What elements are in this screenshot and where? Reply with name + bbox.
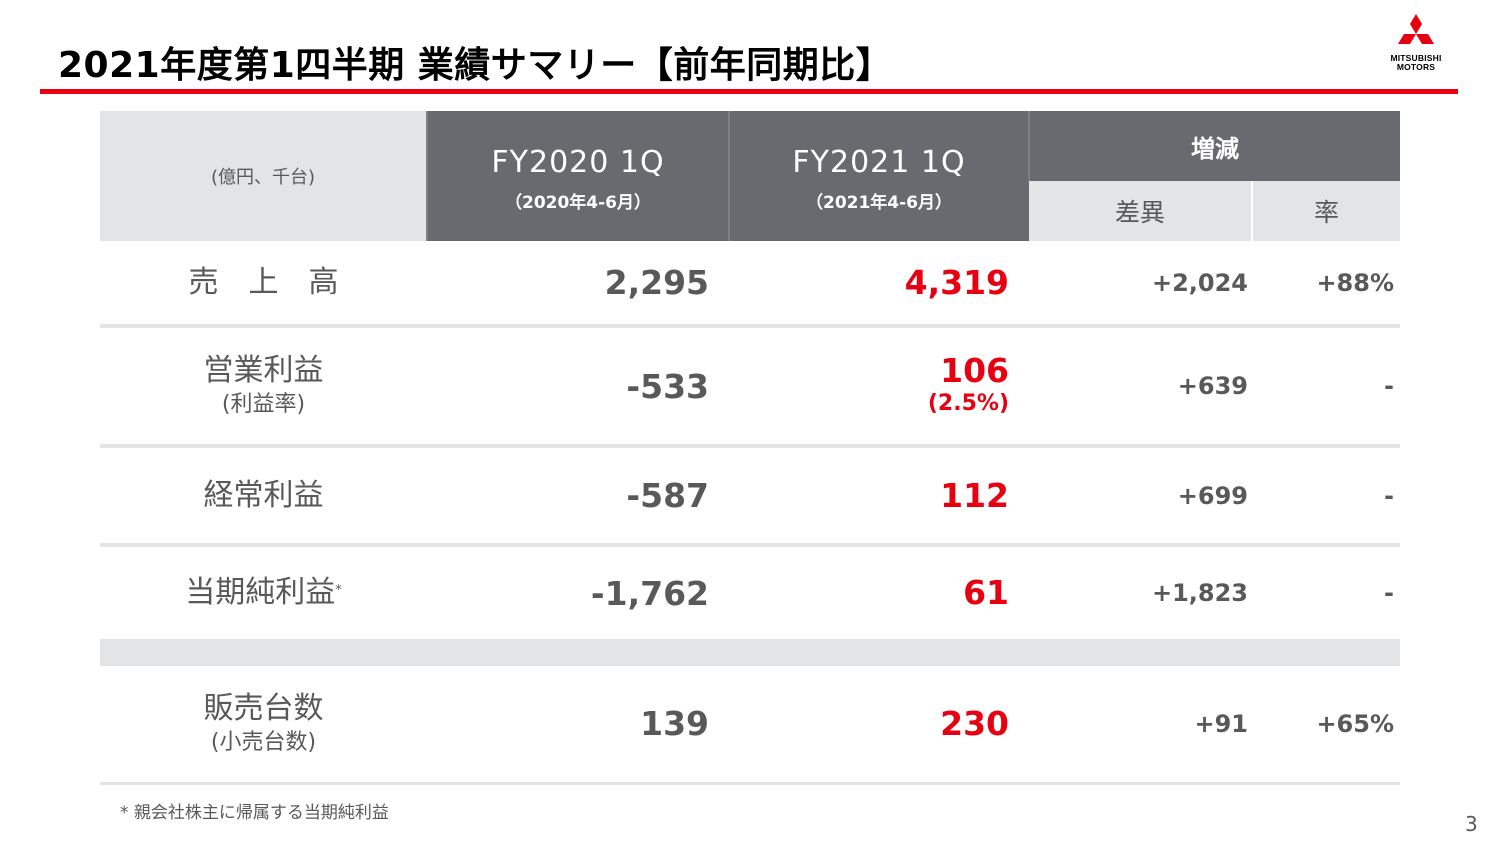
column-header-fy2021: FY2021 1Q （2021年4-6月）	[728, 111, 1029, 241]
divider-band	[100, 641, 1400, 666]
value-rate: -	[1252, 446, 1400, 547]
row-label: 売 上 高	[100, 241, 427, 328]
value-cur: 112	[729, 446, 1029, 547]
row-label: 当期純利益*	[100, 545, 427, 643]
fy2021-period: （2021年4-6月）	[805, 193, 953, 213]
value-rate: -	[1252, 326, 1400, 448]
row-label-sub: (利益率)	[221, 392, 306, 417]
value-cur: 4,319	[729, 241, 1029, 328]
unit-header: (億円、千台)	[100, 111, 427, 241]
table-row: 営業利益 (利益率) -533 106 (2.5%) +639 -	[100, 326, 1400, 448]
title-underline	[40, 89, 1458, 94]
fy2021-label: FY2021 1Q	[792, 145, 966, 180]
footnote: * 親会社株主に帰属する当期純利益	[120, 803, 389, 823]
value-rate: -	[1252, 545, 1400, 643]
column-header-change: 増減	[1028, 111, 1400, 181]
value-rate: +65%	[1252, 666, 1400, 785]
mitsubishi-motors-logo: MITSUBISHI MOTORS	[1384, 14, 1448, 78]
value-prev: -533	[427, 326, 729, 448]
row-label-text: 販売台数	[203, 690, 324, 726]
row-label: 営業利益 (利益率)	[100, 326, 427, 448]
summary-table: (億円、千台) FY2020 1Q （2020年4-6月） FY2021 1Q …	[100, 111, 1400, 785]
value-cur: 230	[729, 666, 1029, 785]
row-label-text: 経常利益	[203, 477, 324, 513]
logo-line2: MOTORS	[1396, 62, 1436, 72]
three-diamonds-icon	[1398, 14, 1434, 44]
row-label-text: 当期純利益	[185, 575, 336, 610]
value-prev: -587	[427, 446, 729, 547]
row-label: 経常利益	[100, 446, 427, 547]
row-label: 販売台数 (小売台数)	[100, 666, 427, 785]
value-diff: +91	[1029, 666, 1252, 785]
value-cur: 106 (2.5%)	[729, 326, 1029, 448]
page-title: 2021年度第1四半期 業績サマリー【前年同期比】	[58, 45, 893, 86]
value-prev: 139	[427, 666, 729, 785]
column-header-diff: 差異	[1029, 181, 1252, 241]
value-diff: +639	[1029, 326, 1252, 448]
value-rate: +88%	[1252, 241, 1400, 328]
value-cur-main: 106	[940, 351, 1009, 390]
footnote-mark: *	[335, 583, 342, 598]
table-row: 売 上 高 2,295 4,319 +2,024 +88%	[100, 241, 1400, 328]
value-prev: 2,295	[427, 241, 729, 328]
table-row: 販売台数 (小売台数) 139 230 +91 +65%	[100, 666, 1400, 785]
value-cur-sub: (2.5%)	[927, 391, 1009, 416]
section-divider	[100, 641, 1400, 666]
table-row: 当期純利益* -1,762 61 +1,823 -	[100, 545, 1400, 643]
row-label-text: 営業利益	[203, 353, 324, 388]
page-number: 3	[1465, 812, 1478, 836]
fy2020-label: FY2020 1Q	[491, 145, 665, 180]
value-diff: +2,024	[1029, 241, 1252, 328]
value-diff: +1,823	[1029, 545, 1252, 643]
value-diff: +699	[1029, 446, 1252, 547]
column-header-rate: 率	[1251, 181, 1400, 241]
row-label-text: 売 上 高	[188, 264, 339, 300]
column-header-fy2020: FY2020 1Q （2020年4-6月）	[426, 111, 729, 241]
fy2020-period: （2020年4-6月）	[504, 193, 652, 213]
value-cur: 61	[729, 545, 1029, 643]
logo-line1: MITSUBISHI	[1390, 53, 1442, 63]
value-prev: -1,762	[427, 545, 729, 643]
row-label-sub: (小売台数)	[210, 729, 317, 755]
table-row: 経常利益 -587 112 +699 -	[100, 446, 1400, 547]
